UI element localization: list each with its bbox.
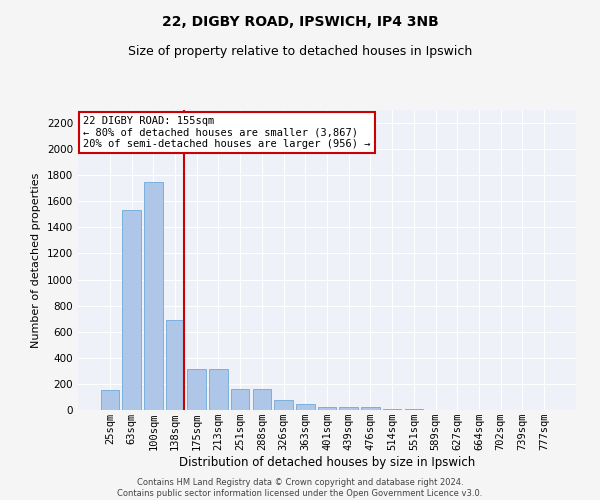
Bar [144,182,163,410]
Text: Size of property relative to detached houses in Ipswich: Size of property relative to detached ho… [128,45,472,58]
Bar [166,320,184,410]
Text: Contains HM Land Registry data © Crown copyright and database right 2024.
Contai: Contains HM Land Registry data © Crown c… [118,478,482,498]
Bar [209,369,227,410]
Bar [187,369,206,410]
Bar [231,389,250,410]
Y-axis label: Number of detached properties: Number of detached properties [31,172,41,348]
Bar [361,408,380,410]
Bar [253,389,271,410]
Bar [274,400,293,410]
Bar [296,404,314,410]
Text: 22 DIGBY ROAD: 155sqm
← 80% of detached houses are smaller (3,867)
20% of semi-d: 22 DIGBY ROAD: 155sqm ← 80% of detached … [83,116,370,149]
Bar [122,210,141,410]
X-axis label: Distribution of detached houses by size in Ipswich: Distribution of detached houses by size … [179,456,475,469]
Bar [101,390,119,410]
Text: 22, DIGBY ROAD, IPSWICH, IP4 3NB: 22, DIGBY ROAD, IPSWICH, IP4 3NB [161,15,439,29]
Bar [318,406,336,410]
Bar [383,408,401,410]
Bar [340,408,358,410]
